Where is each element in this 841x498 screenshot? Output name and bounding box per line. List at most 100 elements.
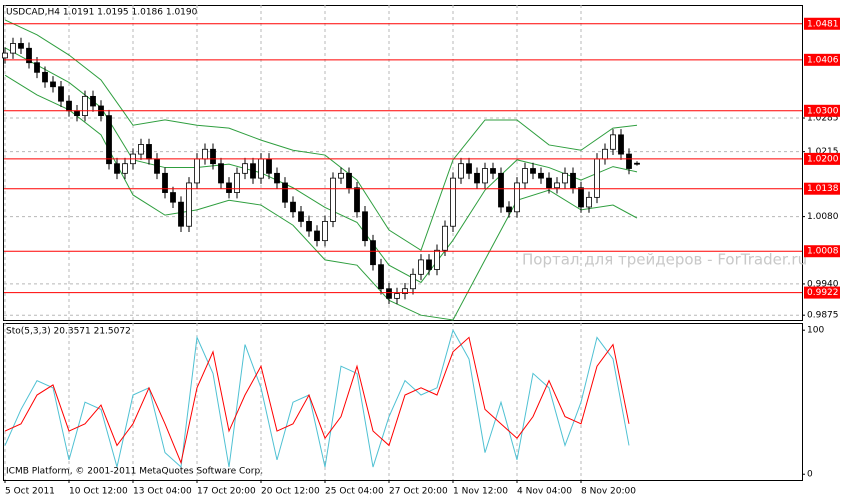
candle-body — [306, 221, 312, 232]
candle-body — [66, 100, 72, 112]
candle-body — [202, 148, 208, 160]
candle-body — [482, 168, 488, 184]
candle-body — [170, 192, 176, 203]
candle-body — [210, 148, 216, 165]
candle-body — [194, 158, 200, 184]
level-label-box — [804, 245, 840, 258]
candle-body — [154, 158, 160, 174]
candle-body — [594, 158, 600, 198]
candle-body — [106, 115, 112, 165]
level-label: 1.0300 — [807, 106, 839, 116]
candle-body — [26, 47, 32, 64]
candle-body — [114, 163, 120, 174]
level-label-box — [804, 53, 840, 66]
candle-body — [386, 288, 392, 299]
level-label: 1.0008 — [807, 247, 839, 257]
level-label: 1.0200 — [807, 154, 839, 164]
level-label: 1.0481 — [807, 19, 839, 29]
chart-title: USDCAD,H4 1.0191 1.0195 1.0186 1.0190 — [6, 8, 198, 18]
candle-body — [290, 201, 296, 213]
x-tick-label: 13 Oct 04:00 — [133, 487, 192, 497]
candle-body — [418, 259, 424, 275]
candle-body — [258, 158, 264, 179]
candle-body — [338, 172, 344, 179]
candle-body — [138, 144, 144, 155]
candle-body — [626, 153, 632, 169]
x-tick-label: 20 Oct 12:00 — [261, 487, 320, 497]
candle-body — [394, 293, 400, 299]
candle-body — [578, 187, 584, 208]
candle-body — [10, 43, 16, 54]
candle-body — [610, 134, 616, 150]
y-tick-label: 100 — [807, 326, 824, 336]
candle-body — [370, 240, 376, 266]
candle-body — [442, 225, 448, 251]
main-frame — [3, 5, 803, 321]
candle-body — [546, 177, 552, 189]
candle-body — [554, 182, 560, 189]
stoch-line — [4, 336, 630, 465]
x-tick-label: 27 Oct 20:00 — [389, 487, 448, 497]
candle-body — [234, 172, 240, 193]
watermark: Портал для трейдеров - ForTrader.ru — [522, 251, 807, 269]
level-label: 0.9922 — [807, 288, 839, 298]
candle-body — [58, 86, 64, 102]
candle-body — [82, 95, 88, 117]
y-tick-label: 1.0215 — [807, 147, 839, 157]
stoch-title: Sto(5,3,3) 20.3571 21.5072 — [6, 327, 131, 337]
x-tick-label: 5 Oct 2011 — [5, 487, 55, 497]
candle-body — [602, 148, 608, 160]
x-tick-label: 1 Nov 12:00 — [453, 487, 508, 497]
candle-body — [634, 162, 640, 165]
level-label-box — [804, 17, 840, 30]
candle-body — [402, 288, 408, 294]
x-tick-label: 10 Oct 12:00 — [69, 487, 128, 497]
candle-body — [34, 62, 40, 73]
candle-body — [282, 182, 288, 203]
candle-body — [530, 168, 536, 174]
candle-body — [570, 172, 576, 189]
y-tick-label: 0.9875 — [807, 311, 839, 321]
candle-body — [2, 52, 8, 59]
candle-body — [18, 43, 24, 49]
candle-body — [346, 172, 352, 189]
candle-body — [162, 172, 168, 193]
stoch-line — [4, 328, 630, 469]
level-label-box — [804, 286, 840, 299]
candle-body — [74, 110, 80, 117]
x-tick-label: 25 Oct 04:00 — [325, 487, 384, 497]
x-tick-label: 4 Nov 04:00 — [517, 487, 572, 497]
y-tick-label: 0.9940 — [807, 279, 839, 289]
candle-body — [506, 206, 512, 213]
candle-body — [314, 230, 320, 242]
candle-body — [218, 163, 224, 184]
candle-body — [274, 172, 280, 184]
candle-body — [450, 177, 456, 227]
candle-body — [146, 144, 152, 160]
candle-body — [42, 71, 48, 83]
candle-body — [498, 172, 504, 208]
candle-body — [298, 211, 304, 222]
x-tick-label: 8 Nov 20:00 — [581, 487, 636, 497]
candle-body — [330, 177, 336, 222]
candle-body — [434, 249, 440, 270]
candle-body — [458, 163, 464, 179]
candle-body — [362, 211, 368, 242]
candle-body — [250, 163, 256, 179]
x-tick-label: 17 Oct 20:00 — [197, 487, 256, 497]
candle-body — [562, 172, 568, 184]
candle-body — [474, 172, 480, 184]
candle-body — [242, 163, 248, 174]
candle-body — [522, 168, 528, 184]
candle-body — [538, 172, 544, 179]
level-label-box — [804, 182, 840, 195]
candle-body — [378, 264, 384, 290]
candle-body — [122, 163, 128, 174]
candle-body — [50, 81, 56, 88]
level-label: 1.0138 — [807, 184, 839, 194]
level-label: 1.0406 — [807, 55, 839, 65]
y-tick-label: 1.0285 — [807, 114, 839, 124]
candle-body — [426, 259, 432, 270]
